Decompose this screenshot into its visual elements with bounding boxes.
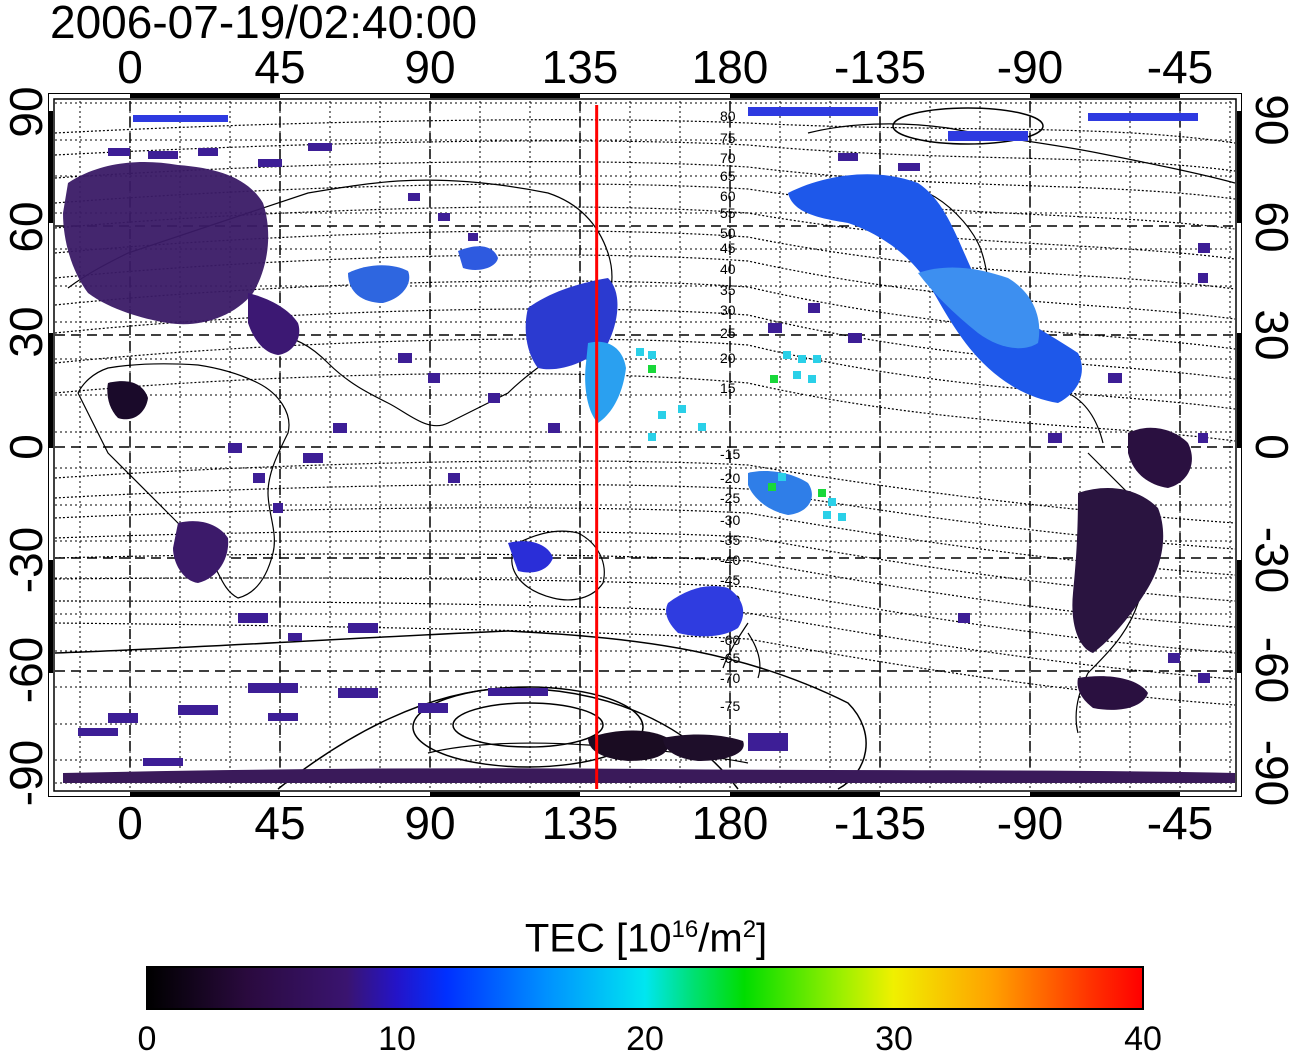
colorbar-title-exp1: 16 [671, 916, 699, 943]
right-lat-tick: -30 [1246, 526, 1292, 594]
colorbar-title-prefix: TEC [10 [524, 916, 672, 961]
left-lat-tick: -90 [0, 739, 52, 807]
top-lon-tick: 135 [541, 41, 619, 93]
contour-label: 55 [720, 205, 736, 221]
right-lat-tick: 30 [1246, 309, 1292, 361]
contour-label: 40 [720, 261, 736, 277]
top-lon-tick: 180 [691, 41, 769, 93]
tec-map: 8075706560555045403530252015-15-20-25-30… [48, 93, 1242, 797]
contour-label: 50 [720, 225, 736, 241]
bottom-lon-tick: 180 [691, 797, 769, 849]
contour-label: 35 [720, 282, 736, 298]
right-lat-tick: 90 [1246, 94, 1292, 146]
left-lat-tick: 90 [0, 86, 52, 138]
contour-label: 65 [720, 168, 736, 184]
right-lat-tick: 0 [1246, 434, 1292, 460]
right-lat-tick: -90 [1246, 739, 1292, 807]
colorbar-title-exp2: 2 [742, 916, 757, 943]
right-lat-tick: 60 [1246, 201, 1292, 253]
top-lon-tick: 0 [117, 41, 143, 93]
top-lon-tick: 90 [404, 41, 456, 93]
colorbar-tick: 0 [137, 1020, 157, 1058]
left-lat-tick: 60 [0, 201, 52, 253]
contour-label: -75 [720, 698, 740, 714]
contour-label: -15 [720, 446, 740, 462]
colorbar-tick: 40 [1124, 1020, 1162, 1058]
contour-label: 30 [720, 302, 736, 318]
colorbar-tick: 30 [875, 1020, 913, 1058]
left-lat-tick: -30 [0, 526, 52, 594]
bottom-lon-tick: -90 [996, 797, 1064, 849]
timestamp: 2006-07-19/02:40:00 [50, 0, 478, 48]
contour-label: -40 [720, 552, 740, 568]
top-lon-tick: -45 [1146, 41, 1214, 93]
colorbar [146, 966, 1144, 1010]
contour-label: 45 [720, 240, 736, 256]
left-lat-tick: -60 [0, 636, 52, 704]
tec-data-patches [63, 107, 1235, 783]
contour-label: 70 [720, 150, 736, 166]
bottom-lon-tick: 45 [254, 797, 306, 849]
contour-label: -70 [720, 670, 740, 686]
colorbar-title-suffix: ] [756, 916, 768, 961]
right-lat-tick: -60 [1246, 636, 1292, 704]
colorbar-title-mid: /m [698, 916, 743, 961]
left-lat-tick: 30 [0, 306, 52, 358]
contour-label: 80 [720, 108, 736, 124]
contour-label: -35 [720, 532, 740, 548]
bottom-lon-tick: 0 [117, 797, 143, 849]
colorbar-title: TEC [1016/m2] [0, 906, 1292, 962]
contour-label: 60 [720, 188, 736, 204]
top-lon-tick: -135 [833, 41, 927, 93]
colorbar-tick: 10 [378, 1020, 416, 1058]
contour-label: 75 [720, 130, 736, 146]
contour-label: 20 [720, 350, 736, 366]
bottom-lon-tick: -135 [833, 797, 927, 849]
bottom-lon-tick: 90 [404, 797, 456, 849]
contour-label: -20 [720, 470, 740, 486]
left-lat-tick: 0 [0, 434, 52, 460]
colorbar-tick: 20 [626, 1020, 664, 1058]
bottom-lon-tick: 135 [541, 797, 619, 849]
contour-label: -60 [720, 632, 740, 648]
contour-label: 25 [720, 325, 736, 341]
top-lon-tick: 45 [254, 41, 306, 93]
top-lon-tick: -90 [996, 41, 1064, 93]
contour-label: -30 [720, 512, 740, 528]
contour-label: -45 [720, 572, 740, 588]
contour-label: -25 [720, 490, 740, 506]
bottom-lon-tick: -45 [1146, 797, 1214, 849]
contour-label: 15 [720, 380, 736, 396]
